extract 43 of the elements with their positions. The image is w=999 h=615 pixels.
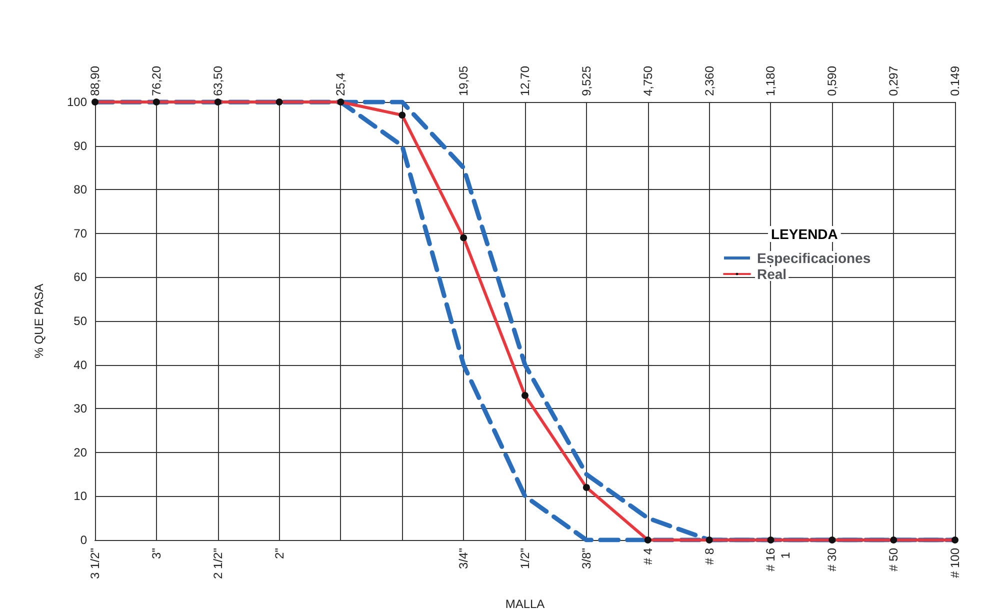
text: 63,50 <box>210 66 225 96</box>
y-tick-label: 40 <box>74 358 88 372</box>
text: 76,20 <box>149 66 164 96</box>
text: 1 <box>778 552 793 559</box>
y-tick-label: 20 <box>74 445 88 460</box>
y-tick-label: 100 <box>66 95 88 109</box>
x-tick-label: 3 1/2" <box>88 548 102 579</box>
text: 0,297 <box>886 66 901 96</box>
x-tick-label: 1/2" <box>518 548 532 569</box>
y-tick-label: 50 <box>74 314 88 328</box>
x-tick-label: 2 1/2" <box>210 548 225 579</box>
text: 4,750 <box>640 66 655 96</box>
text: 25,4 <box>334 72 348 96</box>
x-tick-label: 3" <box>149 548 164 559</box>
text: 1,180 <box>764 66 778 96</box>
text: 0.149 <box>948 66 962 96</box>
x-tick-label: # 4 <box>640 548 655 565</box>
text: 12,70 <box>518 66 532 96</box>
x-tick-label: 3/4" <box>456 548 471 569</box>
legend-label: Especificaciones <box>757 250 871 266</box>
y-tick-label: 90 <box>74 138 88 153</box>
legend-title: LEYENDA <box>771 226 838 242</box>
x-tick-label: 2" <box>272 548 286 559</box>
legend-label: Real <box>757 266 787 282</box>
x-tick-label: # 8 <box>702 548 716 565</box>
y-tick-label: 70 <box>74 226 88 240</box>
y-tick-label: 80 <box>74 182 88 197</box>
text: 9,525 <box>579 66 594 96</box>
x-tick-label: # 50 <box>886 548 901 572</box>
y-tick-label: 0 <box>80 533 88 547</box>
x-axis-title: MALLA <box>505 597 545 611</box>
x-tick-label: # 16 <box>764 548 778 572</box>
y-axis-title: % QUE PASA <box>32 284 46 358</box>
text: 0,590 <box>825 66 840 96</box>
x-tick-label: 3/8" <box>579 548 594 569</box>
text: 19,05 <box>456 66 471 96</box>
y-tick-label: 60 <box>74 270 88 284</box>
y-tick-label: 10 <box>74 489 88 504</box>
text: 2,360 <box>702 66 716 96</box>
text: 88,90 <box>88 66 102 96</box>
x-tick-label: # 30 <box>825 548 840 572</box>
x-tick-label: # 100 <box>948 548 962 578</box>
y-tick-label: 30 <box>74 402 88 416</box>
